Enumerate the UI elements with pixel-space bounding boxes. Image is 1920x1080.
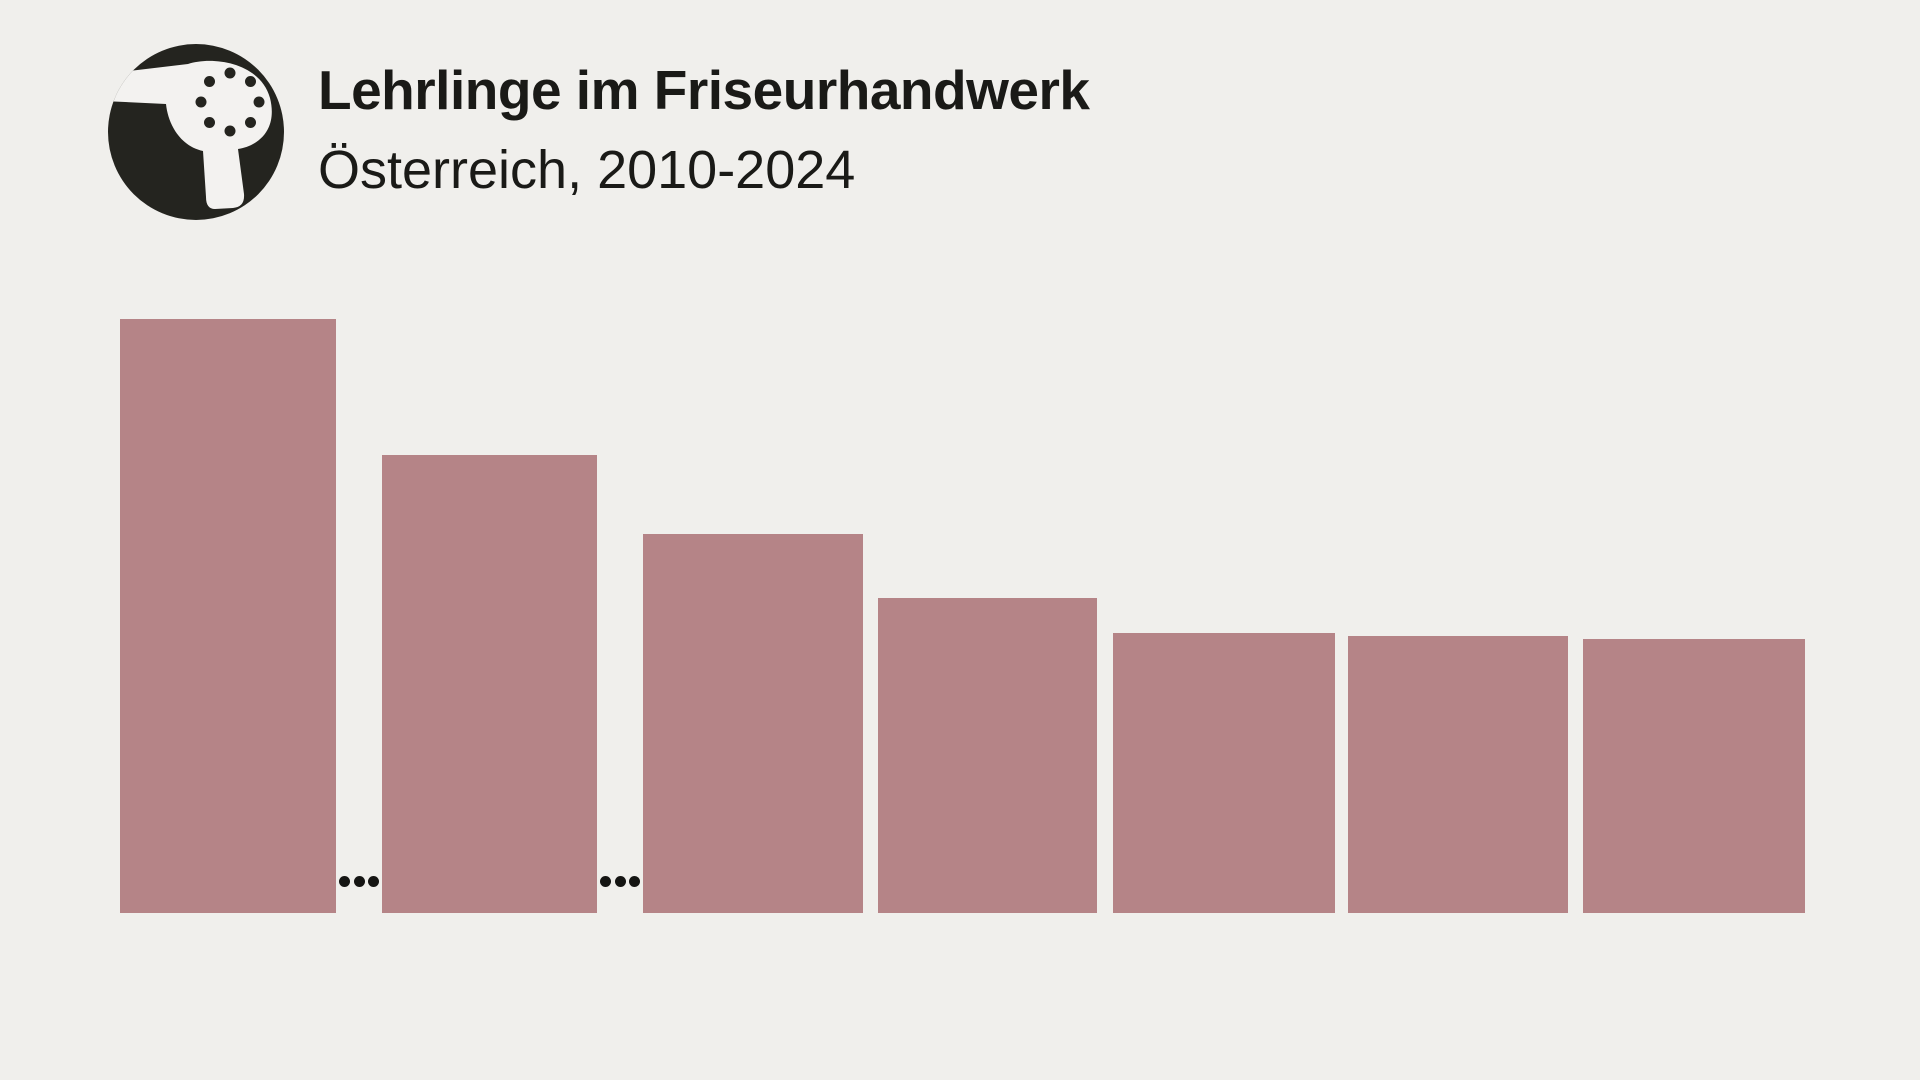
ellipsis-dot bbox=[339, 876, 350, 887]
ellipsis-dot bbox=[600, 876, 611, 887]
ellipsis-dot bbox=[614, 876, 626, 887]
bar bbox=[1583, 639, 1805, 913]
ellipsis-dot bbox=[629, 876, 640, 887]
ellipsis-dot bbox=[368, 876, 379, 887]
bar bbox=[382, 455, 597, 913]
hairdryer-silhouette bbox=[108, 60, 272, 209]
gap-ellipsis bbox=[600, 876, 640, 887]
bar bbox=[643, 534, 863, 913]
ellipsis-dot bbox=[353, 876, 365, 887]
bar bbox=[1113, 633, 1335, 913]
chart-title: Lehrlinge im Friseurhandwerk bbox=[318, 59, 1090, 121]
bar bbox=[120, 319, 336, 913]
bar bbox=[1348, 636, 1568, 913]
bar bbox=[878, 598, 1097, 913]
hairdryer-icon bbox=[108, 44, 284, 220]
gap-ellipsis bbox=[339, 876, 379, 887]
chart-subtitle: Österreich, 2010-2024 bbox=[318, 140, 856, 200]
vent-dots bbox=[195, 67, 265, 137]
